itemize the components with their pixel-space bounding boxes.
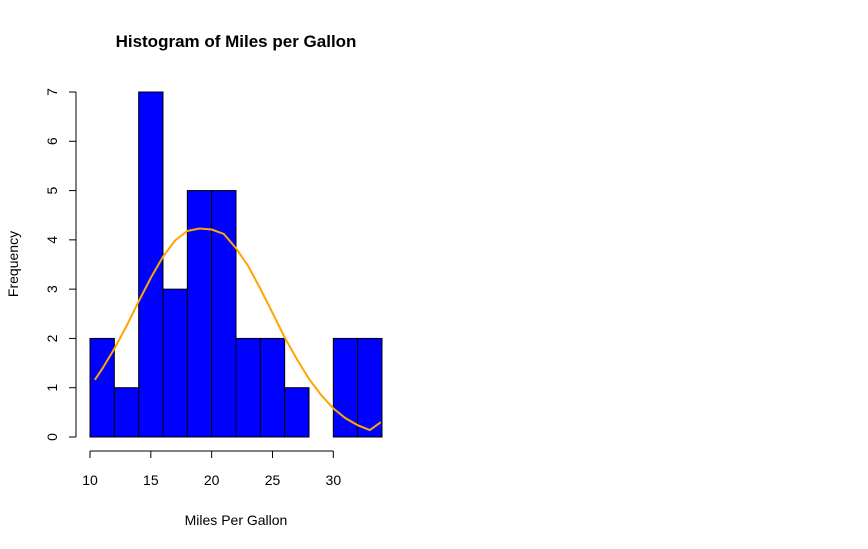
histogram-bar [284,387,310,438]
histogram-bar [259,337,286,438]
x-tick-label: 25 [265,472,281,488]
x-axis-label: Miles Per Gallon [185,512,288,528]
y-tick-label: 2 [44,334,60,342]
x-tick-label: 10 [82,472,98,488]
x-tick-label: 30 [326,472,342,488]
histogram-bar [235,337,261,438]
histogram-bar [162,288,188,438]
histogram-bar [186,190,213,438]
histogram-bar [113,387,140,438]
y-tick-label: 4 [44,236,60,244]
y-axis: 0 1 2 3 4 5 6 7 [44,88,77,441]
x-tick-label: 15 [143,472,159,488]
y-tick-label: 7 [44,88,60,96]
x-axis: 10 15 20 25 30 [82,450,342,488]
y-tick-label: 1 [44,384,60,392]
y-axis-label: Frequency [5,231,21,297]
chart-title: Histogram of Miles per Gallon [116,32,357,51]
x-tick-label: 20 [204,472,220,488]
bars-group [89,91,383,438]
y-tick-label: 5 [44,186,60,194]
y-tick-label: 3 [44,285,60,293]
y-tick-label: 6 [44,137,60,145]
density-curve [94,227,382,432]
y-tick-label: 0 [44,433,60,441]
histogram-bar [211,190,237,438]
histogram-bar [357,337,383,438]
